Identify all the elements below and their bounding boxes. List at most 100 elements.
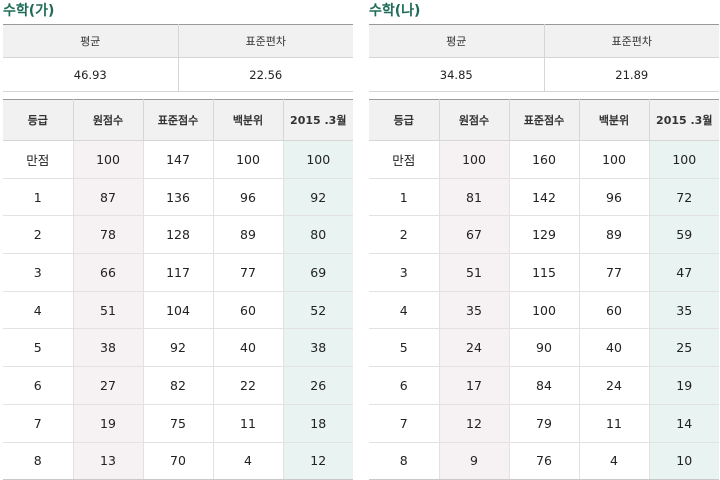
standard-score-cell: 75 (142, 404, 213, 443)
mean-header: 평균 (3, 24, 178, 58)
table-row: 7 12 79 11 14 (369, 404, 719, 443)
march-2015-cell: 69 (282, 253, 353, 292)
standard-score-cell: 84 (508, 366, 579, 405)
standard-score-cell: 100 (508, 291, 579, 330)
march-2015-cell: 38 (282, 328, 353, 368)
grade-cell: 7 (3, 404, 73, 443)
march-2015-cell: 25 (648, 328, 719, 368)
grade-table: 등급 원점수 표준점수 백분위 2015 .3월 만점 100 147 100 100 1 87 13… (3, 99, 353, 480)
raw-score-cell: 9 (438, 442, 509, 480)
table-row: 3 51 115 77 47 (369, 253, 719, 292)
table-row: 7 19 75 11 18 (3, 404, 353, 443)
percentile-cell: 100 (578, 140, 649, 179)
raw-score-cell: 35 (438, 291, 509, 330)
table-row: 8 13 70 4 12 (3, 442, 353, 480)
standard-score-cell: 115 (508, 253, 579, 292)
grade-cell: 6 (369, 366, 439, 405)
march-2015-cell: 47 (648, 253, 719, 292)
stddev-header: 표준편차 (543, 24, 719, 58)
grade-cell: 4 (3, 291, 73, 330)
raw-score-cell: 100 (438, 140, 509, 179)
column-header: 원점수 (72, 99, 143, 141)
grade-cell: 5 (3, 328, 73, 368)
march-2015-cell: 80 (282, 215, 353, 255)
standard-score-cell: 117 (142, 253, 213, 292)
standard-score-cell: 82 (142, 366, 213, 405)
march-2015-cell: 18 (282, 404, 353, 443)
percentile-cell: 40 (578, 328, 649, 368)
standard-score-cell: 160 (508, 140, 579, 179)
table-row: 5 38 92 40 38 (3, 328, 353, 368)
column-header: 2015 .3월 (648, 99, 719, 141)
column-header: 원점수 (438, 99, 509, 141)
panel-title: 수학(나) (369, 3, 421, 19)
raw-score-cell: 100 (72, 140, 143, 179)
table-row: 6 27 82 22 26 (3, 366, 353, 405)
grade-table: 등급 원점수 표준점수 백분위 2015 .3월 만점 100 160 100 100 1 81 14… (369, 99, 719, 480)
march-2015-cell: 52 (282, 291, 353, 330)
percentile-cell: 96 (578, 178, 649, 217)
stats-table: 평균 표준편차 46.93 22.56 (3, 24, 353, 92)
standard-score-cell: 128 (142, 215, 213, 255)
standard-score-cell: 79 (508, 404, 579, 443)
grade-cell: 만점 (369, 140, 439, 179)
raw-score-cell: 67 (438, 215, 509, 255)
percentile-cell: 60 (212, 291, 283, 330)
percentile-cell: 11 (212, 404, 283, 443)
standard-score-cell: 142 (508, 178, 579, 217)
march-2015-cell: 14 (648, 404, 719, 443)
panel-title: 수학(가) (3, 3, 55, 19)
march-2015-cell: 100 (282, 140, 353, 179)
raw-score-cell: 51 (438, 253, 509, 292)
march-2015-cell: 72 (648, 178, 719, 217)
grade-cell: 만점 (3, 140, 73, 179)
percentile-cell: 77 (212, 253, 283, 292)
percentile-cell: 40 (212, 328, 283, 368)
column-header: 백분위 (578, 99, 649, 141)
mean-value: 34.85 (369, 57, 544, 92)
raw-score-cell: 17 (438, 366, 509, 405)
standard-score-cell: 129 (508, 215, 579, 255)
percentile-cell: 24 (578, 366, 649, 405)
grade-cell: 8 (3, 442, 73, 480)
raw-score-cell: 78 (72, 215, 143, 255)
grade-table-header: 등급 원점수 표준점수 백분위 2015 .3월 (3, 99, 353, 141)
raw-score-cell: 19 (72, 404, 143, 443)
percentile-cell: 100 (212, 140, 283, 179)
stddev-value: 22.56 (177, 57, 353, 92)
standard-score-cell: 90 (508, 328, 579, 368)
grade-cell: 7 (369, 404, 439, 443)
table-row: 1 81 142 96 72 (369, 178, 719, 217)
raw-score-cell: 13 (72, 442, 143, 480)
percentile-cell: 89 (578, 215, 649, 255)
percentile-cell: 4 (578, 442, 649, 480)
table-row: 8 9 76 4 10 (369, 442, 719, 480)
raw-score-cell: 66 (72, 253, 143, 292)
raw-score-cell: 87 (72, 178, 143, 217)
column-header: 등급 (3, 99, 73, 141)
percentile-cell: 22 (212, 366, 283, 405)
stddev-value: 21.89 (543, 57, 719, 92)
stats-table: 평균 표준편차 34.85 21.89 (369, 24, 719, 92)
percentile-cell: 77 (578, 253, 649, 292)
stddev-header: 표준편차 (177, 24, 353, 58)
march-2015-cell: 35 (648, 291, 719, 330)
table-row: 2 78 128 89 80 (3, 215, 353, 255)
grade-cell: 2 (369, 215, 439, 255)
table-row: 2 67 129 89 59 (369, 215, 719, 255)
standard-score-cell: 76 (508, 442, 579, 480)
raw-score-cell: 24 (438, 328, 509, 368)
mean-value: 46.93 (3, 57, 178, 92)
column-header: 등급 (369, 99, 439, 141)
column-header: 표준점수 (142, 99, 213, 141)
mean-header: 평균 (369, 24, 544, 58)
table-row: 1 87 136 96 92 (3, 178, 353, 217)
raw-score-cell: 12 (438, 404, 509, 443)
table-row: 3 66 117 77 69 (3, 253, 353, 292)
panel-math-na: 수학(나) 평균 표준편차 34.85 21.89 등급 원점수 표준점수 백분위 20… (369, 0, 719, 480)
grade-cell: 8 (369, 442, 439, 480)
table-row: 4 51 104 60 52 (3, 291, 353, 330)
march-2015-cell: 12 (282, 442, 353, 480)
raw-score-cell: 51 (72, 291, 143, 330)
percentile-cell: 60 (578, 291, 649, 330)
